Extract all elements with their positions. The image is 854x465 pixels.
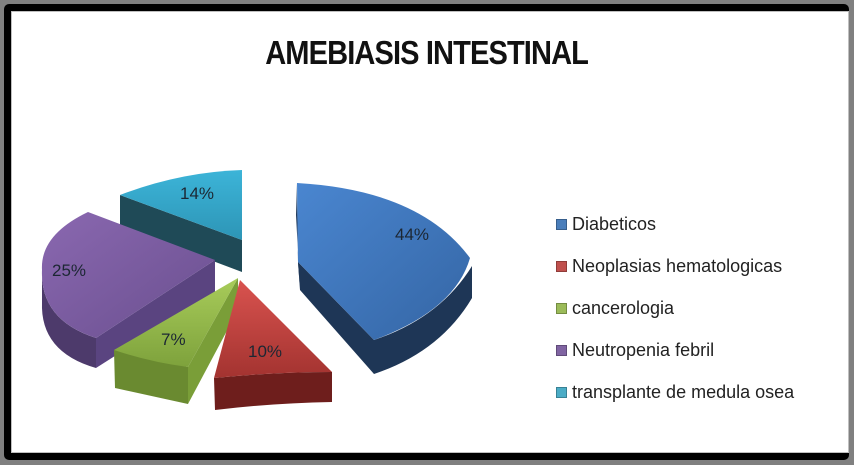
- legend-item-neoplasias: Neoplasias hematologicas: [556, 245, 794, 287]
- slice-label: 14%: [180, 184, 214, 203]
- slice-neoplasias[interactable]: 10%: [214, 280, 332, 410]
- legend-swatch-icon: [556, 386, 567, 398]
- slice-cancerologia[interactable]: 7%: [114, 278, 238, 404]
- chart-legend: Diabeticos Neoplasias hematologicas canc…: [556, 203, 794, 413]
- legend-swatch-icon: [556, 260, 567, 272]
- legend-label: Neoplasias hematologicas: [572, 255, 783, 276]
- legend-swatch-icon: [556, 344, 567, 356]
- legend-swatch-icon: [556, 302, 567, 314]
- legend-item-neutropenia: Neutropenia febril: [556, 329, 794, 371]
- legend-item-cancerologia: cancerologia: [556, 287, 794, 329]
- slice-label: 25%: [52, 261, 86, 280]
- slice-label: 44%: [395, 225, 429, 244]
- legend-label: cancerologia: [572, 297, 675, 318]
- legend-item-transplante: transplante de medula osea: [556, 371, 794, 413]
- legend-label: Diabeticos: [572, 213, 657, 234]
- legend-label: transplante de medula osea: [572, 381, 795, 402]
- legend-item-diabeticos: Diabeticos: [556, 203, 794, 245]
- legend-label: Neutropenia febril: [572, 339, 715, 360]
- legend-swatch-icon: [556, 218, 567, 230]
- slice-label: 7%: [161, 330, 186, 349]
- slice-label: 10%: [248, 342, 282, 361]
- slice-transplante[interactable]: 14%: [120, 170, 242, 272]
- chart-title: AMEBIASIS INTESTINAL: [265, 34, 589, 71]
- slice-neutropenia[interactable]: 25%: [41, 212, 216, 368]
- slice-diabeticos[interactable]: 44%: [296, 183, 472, 374]
